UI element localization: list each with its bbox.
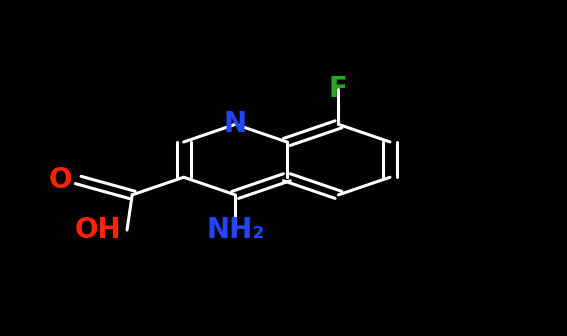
Text: F: F [329, 75, 348, 103]
Text: N: N [224, 110, 247, 138]
Text: O: O [49, 166, 73, 194]
Text: OH: OH [75, 216, 121, 244]
Text: NH₂: NH₂ [206, 216, 264, 244]
